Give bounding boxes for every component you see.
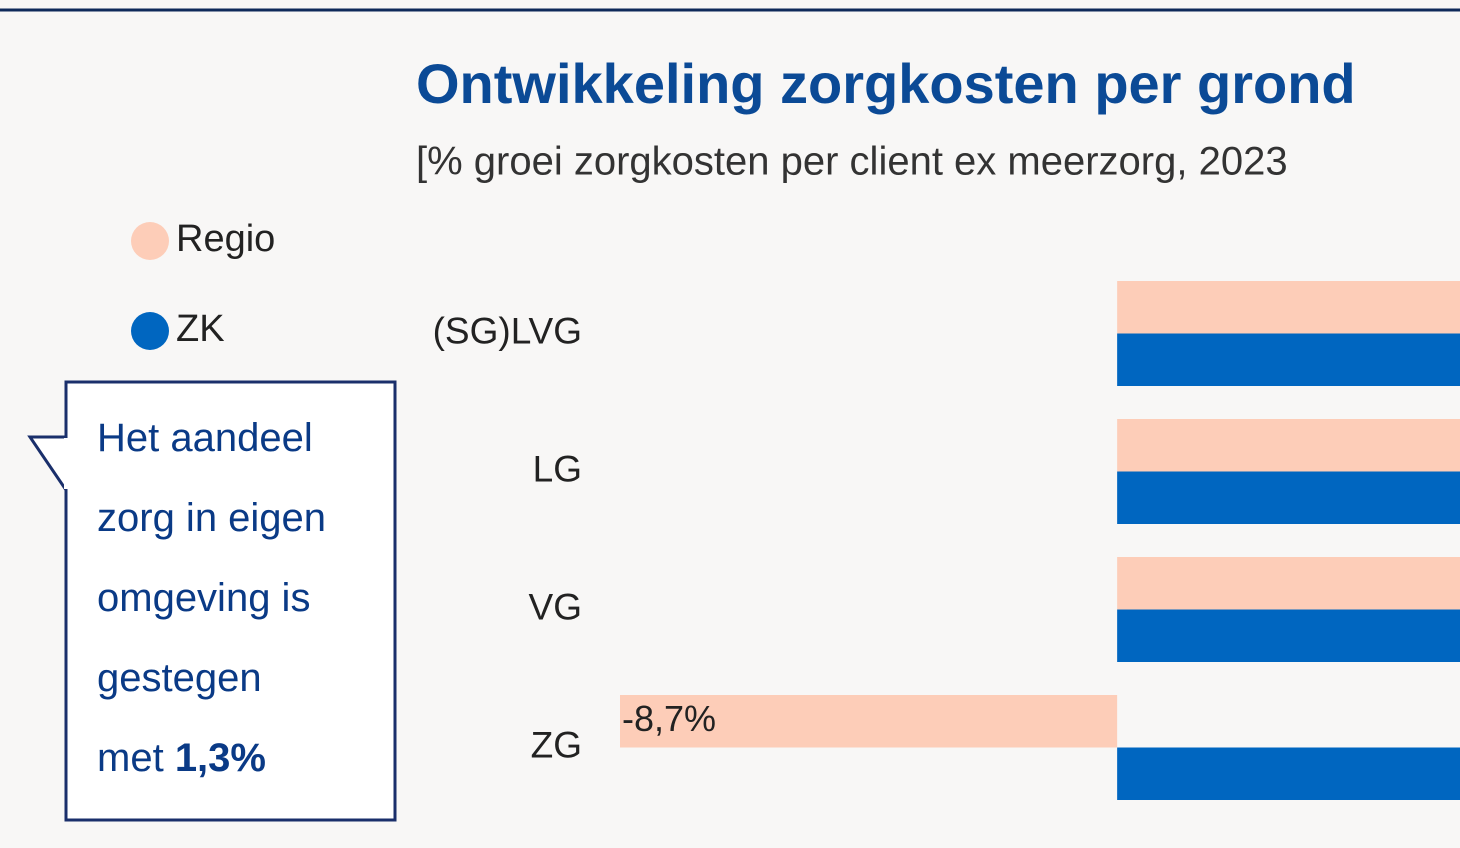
- y-tick-label: (SG)LVG: [433, 310, 582, 351]
- legend-swatch: [131, 222, 169, 260]
- callout-text: Het aandeel: [97, 416, 313, 460]
- callout-line: omgeving is: [97, 576, 310, 620]
- y-tick-label: LG: [533, 448, 582, 489]
- bar: [1117, 747, 1460, 800]
- callout-text: met 1,3%: [97, 736, 266, 780]
- chart-subtitle: [% groei zorgkosten per client ex meerzo…: [416, 140, 1288, 184]
- bar: [1117, 471, 1460, 524]
- legend-swatch: [131, 312, 169, 350]
- callout-line: met: [97, 736, 164, 780]
- bar: [1117, 557, 1460, 610]
- callout-line: zorg in eigen: [97, 496, 326, 540]
- callout-line: gestegen: [97, 656, 262, 700]
- bar: [1117, 419, 1460, 472]
- callout-text: gestegen: [97, 656, 262, 700]
- callout-highlight: 1,3%: [175, 736, 266, 780]
- legend-label: Regio: [176, 218, 275, 260]
- bar: [1117, 609, 1460, 662]
- callout-line: Het aandeel: [97, 416, 313, 460]
- callout-text: zorg in eigen: [97, 496, 326, 540]
- bar: [620, 695, 1118, 748]
- value-label: -8,7%: [622, 698, 716, 739]
- chart-title: Ontwikkeling zorgkosten per grond: [416, 52, 1356, 115]
- y-tick-label: VG: [529, 586, 582, 627]
- bar: [1117, 333, 1460, 386]
- callout-text: omgeving is: [97, 576, 310, 620]
- bar: [1117, 281, 1460, 334]
- legend-label: ZK: [176, 308, 225, 350]
- callout-box: [64, 380, 397, 822]
- y-tick-label: ZG: [531, 724, 582, 765]
